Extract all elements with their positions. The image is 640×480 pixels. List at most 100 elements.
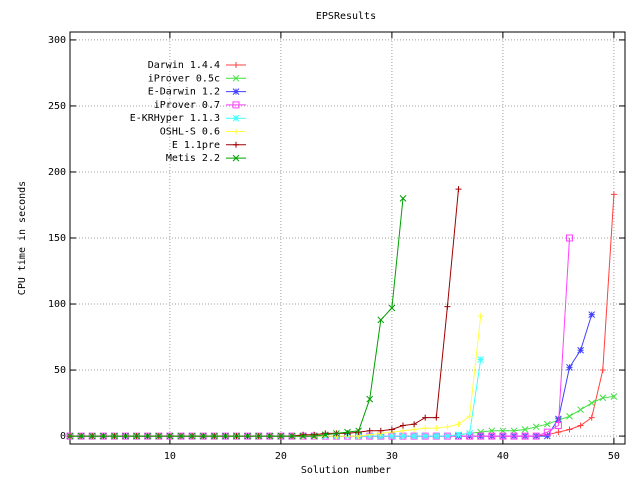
data-point xyxy=(432,432,440,440)
data-point xyxy=(366,427,373,434)
data-point xyxy=(555,429,562,436)
data-point xyxy=(222,432,229,440)
data-point xyxy=(566,412,573,420)
data-point xyxy=(588,399,596,407)
y-tick-label: 150 xyxy=(48,233,66,244)
data-point xyxy=(444,423,451,430)
data-point xyxy=(421,432,429,440)
data-point xyxy=(111,432,118,440)
data-point xyxy=(177,432,185,440)
data-point xyxy=(410,432,418,440)
data-point xyxy=(233,432,240,440)
plot-frame xyxy=(69,31,626,445)
data-point xyxy=(277,432,285,440)
data-point xyxy=(366,432,374,440)
data-point xyxy=(355,427,362,435)
data-point xyxy=(88,432,96,440)
data-point xyxy=(321,431,329,439)
data-point xyxy=(410,432,418,440)
data-point xyxy=(510,432,518,440)
y-tick-label: 100 xyxy=(48,299,66,310)
data-point xyxy=(210,432,218,440)
data-point xyxy=(266,432,274,440)
data-point xyxy=(210,432,218,440)
data-point xyxy=(599,367,606,374)
data-point xyxy=(433,425,440,432)
legend-label: E-Darwin 1.2 xyxy=(148,87,220,98)
x-tick-label: 40 xyxy=(497,451,509,462)
legend-label: E 1.1pre xyxy=(172,140,220,151)
data-point xyxy=(310,432,318,440)
data-point xyxy=(144,432,152,440)
y-tick-label: 50 xyxy=(54,365,66,376)
legend-marker xyxy=(233,62,239,68)
data-point xyxy=(155,432,163,440)
legend-marker xyxy=(232,114,240,122)
data-point xyxy=(543,420,551,428)
data-point xyxy=(122,432,129,440)
data-point xyxy=(388,304,396,312)
data-point xyxy=(333,430,340,437)
data-point xyxy=(599,394,607,402)
data-point xyxy=(455,421,462,428)
legend-marker xyxy=(232,88,240,95)
data-point xyxy=(88,432,96,440)
data-point xyxy=(455,186,462,193)
data-point xyxy=(188,432,196,440)
legend-marker xyxy=(232,74,240,82)
data-point xyxy=(388,432,396,440)
chart-title: EPSResults xyxy=(316,11,376,22)
legend-label: OSHL-S 0.6 xyxy=(160,127,220,138)
data-point xyxy=(610,191,617,198)
data-point xyxy=(444,432,451,440)
data-point xyxy=(77,432,85,440)
data-point xyxy=(155,432,163,440)
data-point xyxy=(577,422,584,429)
data-point xyxy=(288,432,296,440)
legend-marker xyxy=(232,154,240,162)
data-point xyxy=(66,432,74,440)
data-point xyxy=(388,426,395,433)
data-point xyxy=(299,432,307,440)
data-point xyxy=(443,432,451,440)
data-point xyxy=(444,303,451,310)
data-point xyxy=(411,421,418,428)
x-tick-label: 50 xyxy=(608,451,620,462)
data-point xyxy=(99,432,107,440)
data-point xyxy=(399,432,407,440)
data-point xyxy=(588,311,596,318)
data-point xyxy=(133,432,140,440)
y-tick-label: 0 xyxy=(60,431,66,442)
data-point xyxy=(166,432,174,440)
data-point xyxy=(344,428,351,436)
legend-marker xyxy=(232,101,240,109)
data-point xyxy=(610,393,618,400)
data-point xyxy=(400,427,406,434)
data-point xyxy=(377,316,385,324)
data-point xyxy=(377,427,384,434)
data-point xyxy=(432,432,440,440)
y-tick-label: 300 xyxy=(48,35,66,46)
data-point xyxy=(66,432,74,440)
data-point xyxy=(543,432,551,440)
x-tick-label: 10 xyxy=(164,451,176,462)
data-point xyxy=(233,432,240,440)
data-point xyxy=(532,432,540,440)
data-point xyxy=(400,422,406,429)
y-tick-label: 250 xyxy=(48,101,66,112)
data-point xyxy=(310,432,318,440)
data-point xyxy=(122,432,129,440)
y-axis-label: CPU time in seconds xyxy=(17,181,28,295)
x-axis-label: Solution number xyxy=(301,465,391,476)
data-point xyxy=(488,432,496,440)
data-point xyxy=(244,432,252,440)
legend-label: E-KRHyper 1.1.3 xyxy=(130,113,220,124)
data-point xyxy=(244,432,251,440)
data-point xyxy=(532,423,540,431)
data-point xyxy=(466,413,473,420)
series xyxy=(66,195,407,440)
data-point xyxy=(221,432,229,440)
legend-label: iProver 0.5c xyxy=(148,73,220,84)
data-point xyxy=(166,432,174,440)
data-point xyxy=(277,432,285,440)
